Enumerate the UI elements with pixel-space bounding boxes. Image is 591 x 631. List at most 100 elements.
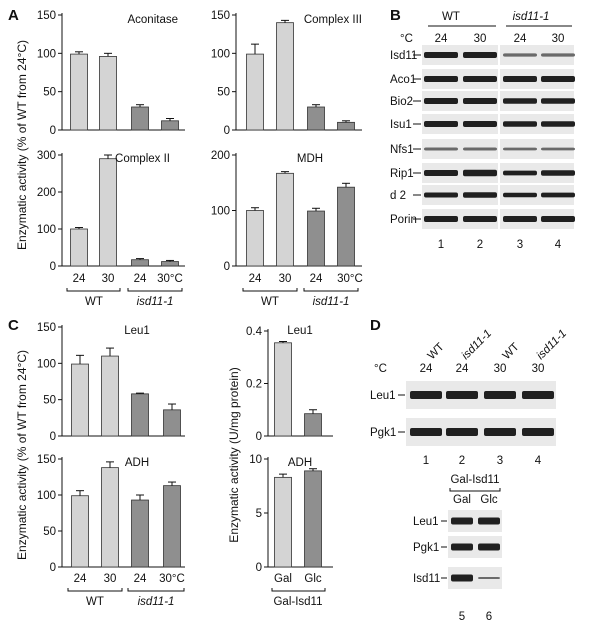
blot-band [541, 98, 575, 104]
blot-row-label: Pgk1 [370, 427, 396, 439]
panel-letter-d: D [370, 317, 381, 334]
category-label: Gal [274, 573, 292, 585]
bar [71, 495, 89, 568]
y-tick-label: 0 [224, 261, 230, 273]
blot-band [484, 391, 516, 399]
panel-a-xaxis-left: 24 30 24 30°C WT isd11-1 [66, 273, 183, 308]
group-label-mutant: isd11-1 [137, 296, 174, 308]
temp-label: 24 [134, 273, 147, 285]
chart-title: MDH [297, 153, 323, 165]
blot-band [446, 428, 478, 436]
blot-band [478, 543, 500, 551]
blot-row-label: Isu1 [390, 119, 412, 131]
chart-title: Complex II [115, 153, 170, 165]
y-tick-label: 150 [37, 322, 56, 334]
blot-group-bracket [449, 488, 501, 492]
group-label-wt: WT [85, 296, 103, 308]
blot-row-label: Leu1 [413, 516, 439, 528]
blot-band [463, 52, 497, 58]
blot-row-label: Rip1 [390, 168, 414, 180]
blot-band [522, 428, 554, 436]
y-tick-label: 100 [37, 490, 56, 502]
temp-label: 30 [104, 573, 117, 585]
bar [276, 172, 294, 267]
y-tick-label: 100 [37, 358, 56, 370]
bar [161, 120, 179, 131]
y-tick-label: 100 [211, 48, 230, 60]
chart-title: Aconitase [127, 14, 178, 26]
blot-band [424, 147, 458, 151]
bar [274, 476, 292, 568]
y-tick-label: 0.4 [246, 326, 263, 338]
y-tick-label: 0 [224, 125, 230, 137]
temp-label: 24 [249, 273, 262, 285]
y-tick-label: 100 [37, 224, 56, 236]
blot-band [451, 574, 473, 582]
blot-temp: 30 [494, 363, 507, 375]
blot-band [424, 216, 458, 222]
blot-group-mutant: isd11-1 [513, 11, 550, 23]
y-tick-label: 150 [37, 10, 56, 22]
blot-band [463, 147, 497, 151]
group-bracket [127, 288, 183, 292]
chart-title: Leu1 [124, 325, 150, 337]
lane-number: 3 [497, 455, 503, 467]
temp-label: 24 [74, 573, 87, 585]
blot-band [463, 192, 497, 198]
y-tick-label: 0 [50, 562, 56, 574]
bar [70, 53, 88, 131]
blot-temp: 24 [456, 363, 469, 375]
temp-label: 30 [102, 273, 115, 285]
blot-band [503, 216, 537, 222]
blot-band [541, 192, 575, 198]
blot-temp-unit: °C [400, 33, 413, 45]
group-label-mutant: isd11-1 [313, 296, 350, 308]
temp-label: 30°C [157, 273, 183, 285]
blot-group-gal-isd11: Gal-Isd11 [450, 474, 499, 486]
blot-row-label: Pgk1 [413, 542, 439, 554]
y-tick-label: 200 [37, 187, 56, 199]
chart-title: ADH [288, 457, 312, 469]
bar [337, 186, 355, 267]
panel-letter-b: B [390, 7, 401, 24]
blot-band [410, 391, 442, 399]
bar [99, 56, 117, 131]
y-tick-label: 100 [37, 48, 56, 60]
blot-band [463, 169, 497, 177]
temp-label: 24 [310, 273, 323, 285]
temp-label: 24 [73, 273, 86, 285]
y-tick-label: 10 [249, 454, 262, 466]
blot-band [446, 391, 478, 399]
blot-group-wt: WT [442, 11, 460, 23]
blot-band [424, 121, 458, 127]
panel-c-ylabel-right: Enzymatic activity (U/mg protein) [227, 367, 241, 542]
blot-band [522, 391, 554, 399]
blot-strip [448, 510, 502, 532]
panel-a-ylabel: Enzymatic activity (% of WT from 24°C) [15, 40, 29, 250]
blot-strip [448, 536, 502, 558]
blot-row-label: Isd11 [390, 50, 417, 62]
blot-row-label: Nfs1 [390, 144, 414, 156]
bar [163, 485, 181, 568]
blot-row-label: Leu1 [370, 390, 396, 402]
blot-band [451, 543, 473, 551]
blot-row-label: Isd11 [413, 573, 440, 585]
group-bracket [67, 588, 123, 592]
blot-band [503, 170, 537, 176]
lane-number: 1 [438, 239, 444, 251]
temp-label: 24 [134, 573, 147, 585]
y-tick-label: 150 [37, 454, 56, 466]
y-tick-label: 200 [211, 150, 230, 162]
bar [307, 210, 325, 267]
lane-number: 3 [517, 239, 523, 251]
bar-chart-4: 0 100 200 MDH [211, 150, 362, 273]
blot-strip [448, 567, 502, 589]
y-tick-label: 0 [50, 125, 56, 137]
blot-row-label: Bio2 [390, 96, 413, 108]
blot-band [424, 170, 458, 176]
blot-row-label: Porin [390, 214, 417, 226]
bar [161, 261, 179, 267]
temp-label: 30°C [337, 273, 363, 285]
bar [304, 413, 322, 437]
category-label: Glc [304, 573, 322, 585]
